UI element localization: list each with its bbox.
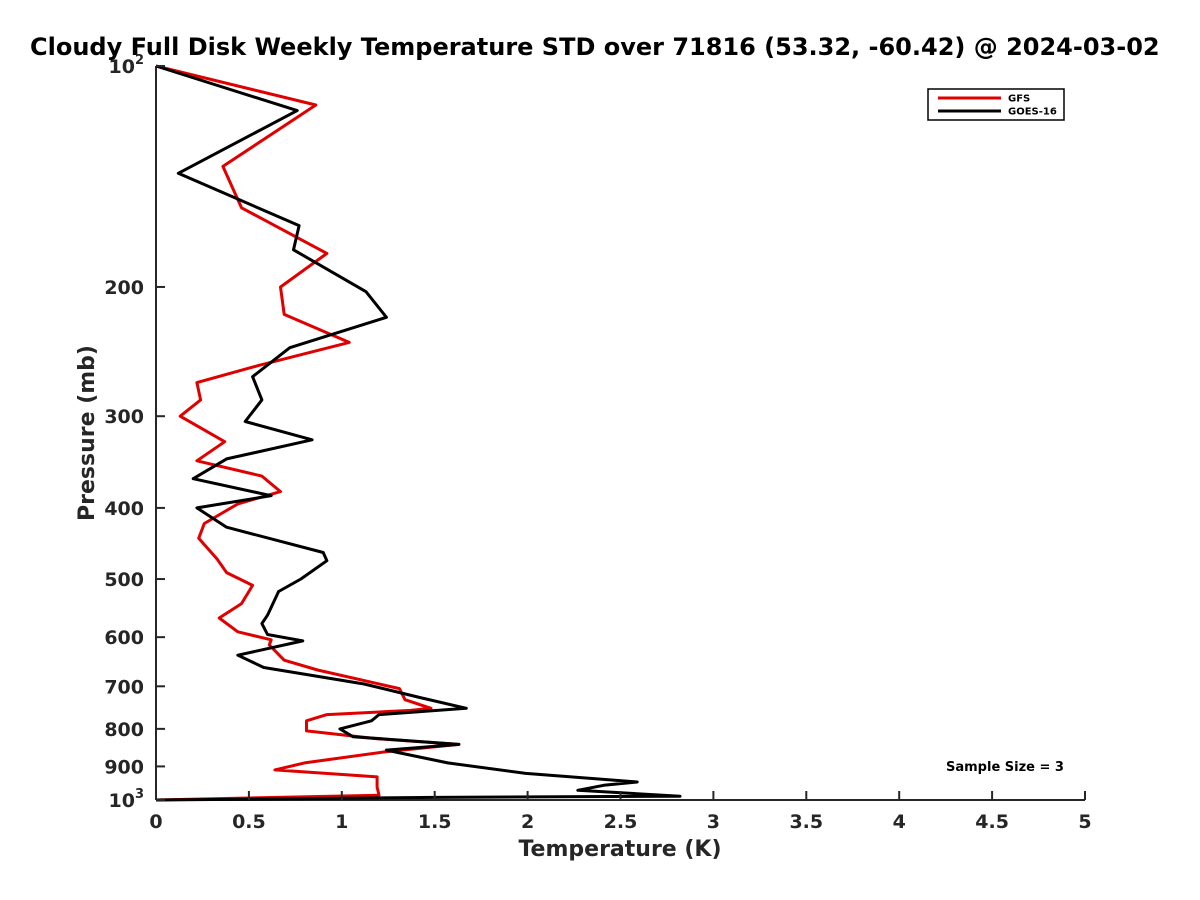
y-tick-label: 102 bbox=[109, 53, 145, 78]
x-tick-label: 1 bbox=[335, 811, 348, 833]
y-tick-base: 10 bbox=[109, 56, 135, 78]
axes bbox=[155, 66, 1085, 801]
series-layer bbox=[155, 64, 682, 802]
y-tick-label: 800 bbox=[104, 719, 144, 741]
y-tick-label: 300 bbox=[104, 406, 144, 428]
x-tick-label: 2 bbox=[521, 811, 534, 833]
x-axis-label: Temperature (K) bbox=[518, 837, 721, 862]
y-tick-label: 400 bbox=[104, 498, 144, 520]
legend: GFS GOES-16 bbox=[927, 88, 1065, 121]
x-tick-label: 1.5 bbox=[418, 811, 452, 833]
y-tick-label: 200 bbox=[104, 277, 144, 299]
chart-title: Cloudy Full Disk Weekly Temperature STD … bbox=[30, 33, 1160, 61]
y-tick-label: 600 bbox=[104, 627, 144, 649]
x-tick-label: 0 bbox=[149, 811, 162, 833]
x-tick-label: 3 bbox=[707, 811, 720, 833]
y-tick-label: 103 bbox=[109, 787, 145, 812]
y-tick-label: 500 bbox=[104, 569, 144, 591]
series-line-gfs bbox=[155, 64, 461, 802]
legend-box bbox=[927, 88, 1065, 121]
y-tick-exponent: 2 bbox=[135, 53, 144, 68]
legend-label: GFS bbox=[1008, 94, 1030, 105]
x-tick-label: 4.5 bbox=[975, 811, 1009, 833]
legend-label: GOES-16 bbox=[1008, 107, 1057, 118]
x-tick-label: 2.5 bbox=[604, 811, 638, 833]
sample-size-annotation: Sample Size = 3 bbox=[946, 760, 1064, 775]
y-axis-label: Pressure (mb) bbox=[75, 345, 100, 521]
y-tick-base: 10 bbox=[109, 790, 135, 812]
y-tick-label: 900 bbox=[104, 756, 144, 778]
y-tick-exponent: 3 bbox=[135, 787, 144, 802]
y-tick-label: 700 bbox=[104, 676, 144, 698]
x-tick-label: 4 bbox=[893, 811, 906, 833]
x-tick-label: 3.5 bbox=[789, 811, 823, 833]
ticks-layer: 0 0.5 1 1.5 2 2.5 3 3.5 4 4.5 51022003004005006007… bbox=[104, 53, 1091, 833]
series-line-goes-16 bbox=[155, 64, 682, 802]
x-tick-label: 0.5 bbox=[232, 811, 266, 833]
x-tick-label: 5 bbox=[1078, 811, 1091, 833]
